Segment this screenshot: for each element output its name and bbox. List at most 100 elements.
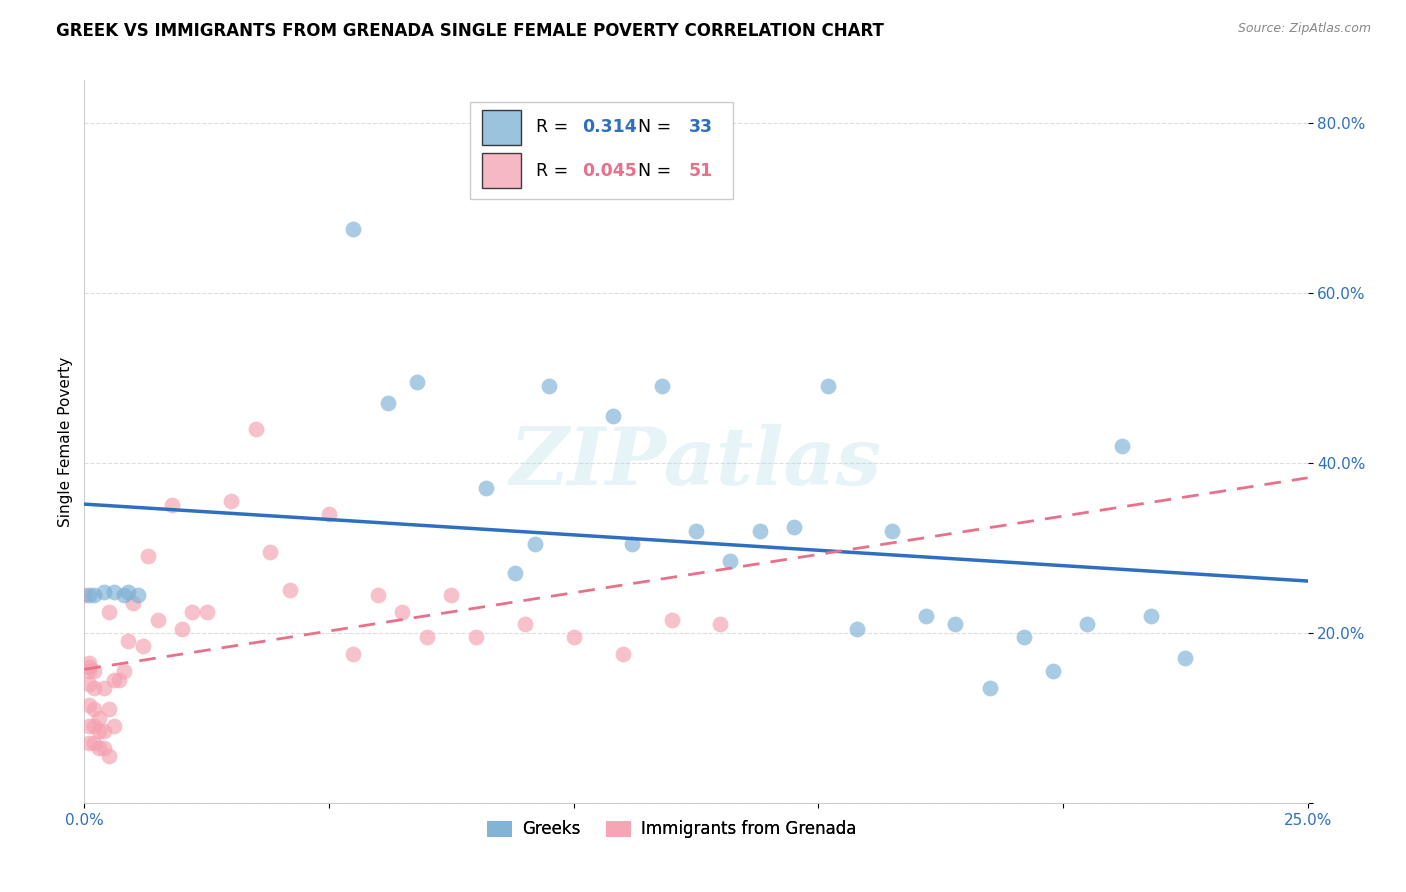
- Point: [367, 588, 389, 602]
- Point: [391, 605, 413, 619]
- Point: [127, 588, 149, 602]
- Text: N =: N =: [627, 119, 678, 136]
- Point: [117, 634, 139, 648]
- Point: [278, 583, 301, 598]
- Point: [474, 481, 496, 495]
- Point: [440, 588, 463, 602]
- Point: [87, 723, 110, 738]
- Point: [1140, 608, 1163, 623]
- Point: [77, 664, 100, 678]
- FancyBboxPatch shape: [470, 102, 733, 200]
- Text: R =: R =: [536, 119, 574, 136]
- Point: [846, 622, 869, 636]
- Point: [77, 736, 100, 750]
- Point: [538, 379, 561, 393]
- Point: [817, 379, 839, 393]
- Point: [685, 524, 707, 538]
- Point: [342, 222, 364, 236]
- Text: 0.045: 0.045: [582, 161, 637, 179]
- Point: [93, 681, 115, 695]
- Point: [83, 664, 105, 678]
- Point: [103, 585, 125, 599]
- Point: [245, 422, 267, 436]
- Point: [259, 545, 281, 559]
- Point: [93, 723, 115, 738]
- Point: [1174, 651, 1197, 665]
- Point: [87, 711, 110, 725]
- Point: [107, 673, 129, 687]
- Point: [523, 536, 546, 550]
- Text: GREEK VS IMMIGRANTS FROM GRENADA SINGLE FEMALE POVERTY CORRELATION CHART: GREEK VS IMMIGRANTS FROM GRENADA SINGLE …: [56, 22, 884, 40]
- Point: [661, 613, 683, 627]
- Point: [651, 379, 673, 393]
- Point: [748, 524, 770, 538]
- Point: [943, 617, 966, 632]
- Point: [503, 566, 526, 581]
- Point: [464, 630, 486, 644]
- Point: [915, 608, 938, 623]
- Point: [146, 613, 169, 627]
- Point: [406, 375, 429, 389]
- Point: [1111, 439, 1133, 453]
- Text: R =: R =: [536, 161, 574, 179]
- Point: [77, 677, 100, 691]
- Point: [377, 396, 399, 410]
- Point: [783, 519, 806, 533]
- Point: [112, 664, 135, 678]
- Point: [77, 588, 100, 602]
- Point: [132, 639, 155, 653]
- Point: [136, 549, 159, 564]
- Point: [73, 588, 96, 602]
- Point: [93, 585, 115, 599]
- Point: [83, 736, 105, 750]
- Point: [621, 536, 644, 550]
- Point: [112, 588, 135, 602]
- Point: [122, 596, 145, 610]
- Point: [880, 524, 903, 538]
- Point: [416, 630, 439, 644]
- Point: [103, 719, 125, 733]
- Point: [83, 588, 105, 602]
- Point: [342, 647, 364, 661]
- Point: [77, 719, 100, 733]
- Text: Source: ZipAtlas.com: Source: ZipAtlas.com: [1237, 22, 1371, 36]
- Point: [77, 660, 100, 674]
- Point: [77, 698, 100, 712]
- Point: [612, 647, 634, 661]
- Point: [513, 617, 536, 632]
- Point: [162, 498, 184, 512]
- FancyBboxPatch shape: [482, 153, 522, 188]
- Point: [87, 740, 110, 755]
- Point: [181, 605, 204, 619]
- Point: [1042, 664, 1064, 678]
- Point: [979, 681, 1001, 695]
- Point: [97, 605, 120, 619]
- Text: 0.314: 0.314: [582, 119, 637, 136]
- Point: [709, 617, 731, 632]
- Point: [93, 740, 115, 755]
- Point: [77, 656, 100, 670]
- Point: [1012, 630, 1035, 644]
- Text: N =: N =: [627, 161, 678, 179]
- Point: [172, 622, 194, 636]
- Point: [562, 630, 585, 644]
- Point: [97, 702, 120, 716]
- Point: [103, 673, 125, 687]
- Point: [117, 585, 139, 599]
- Point: [1076, 617, 1098, 632]
- Point: [219, 494, 242, 508]
- Point: [83, 719, 105, 733]
- Point: [602, 409, 624, 423]
- Point: [718, 553, 741, 567]
- Text: 33: 33: [689, 119, 713, 136]
- Text: 51: 51: [689, 161, 713, 179]
- Point: [83, 702, 105, 716]
- Point: [195, 605, 218, 619]
- FancyBboxPatch shape: [482, 110, 522, 145]
- Legend: Greeks, Immigrants from Grenada: Greeks, Immigrants from Grenada: [481, 814, 862, 845]
- Text: ZIPatlas: ZIPatlas: [510, 425, 882, 502]
- Point: [83, 681, 105, 695]
- Point: [318, 507, 340, 521]
- Point: [97, 749, 120, 764]
- Y-axis label: Single Female Poverty: Single Female Poverty: [58, 357, 73, 526]
